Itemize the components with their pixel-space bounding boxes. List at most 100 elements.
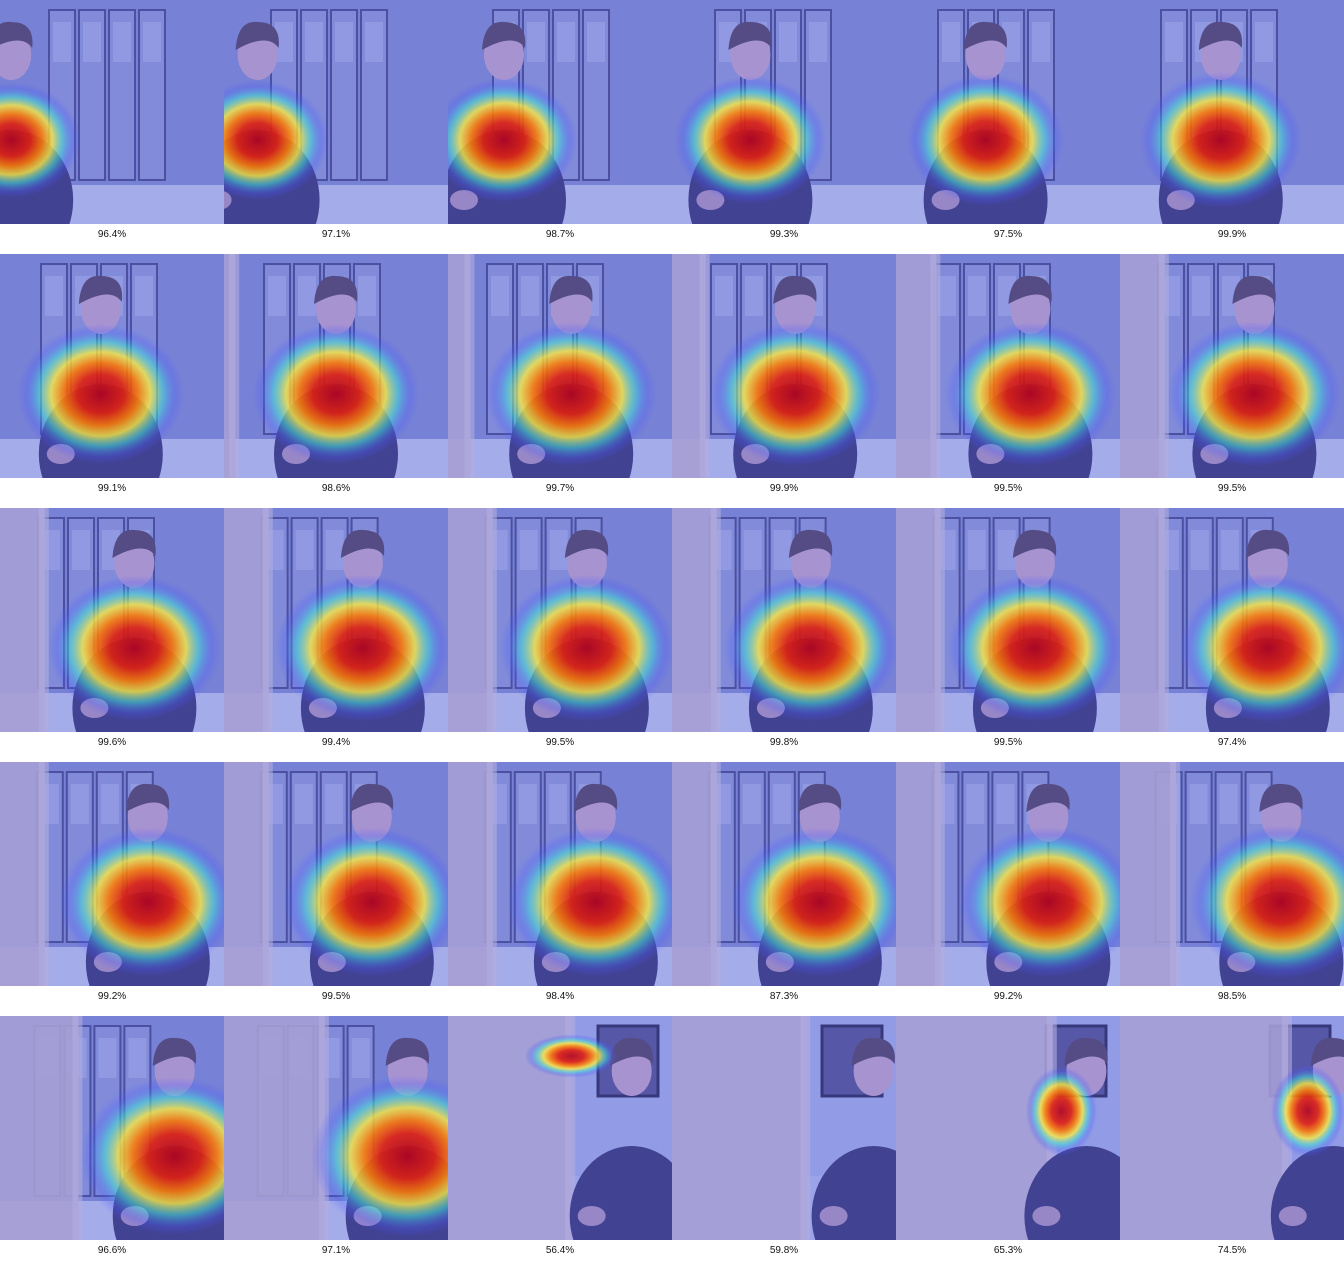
heatmap-overlay-image <box>896 0 1120 224</box>
heatmap-frame <box>448 762 672 986</box>
confidence-caption: 99.5% <box>993 483 1023 494</box>
heatmap-overlay-image <box>896 1016 1120 1240</box>
confidence-caption: 97.4% <box>1217 737 1247 748</box>
grid-cell: 98.5% <box>1120 762 1344 1016</box>
heatmap-frame <box>224 508 448 732</box>
heatmap-frame <box>224 0 448 224</box>
heatmap-frame <box>672 1016 896 1240</box>
heatmap-frame <box>896 508 1120 732</box>
grid-cell: 96.4% <box>0 0 224 254</box>
heatmap-overlay-image <box>672 0 896 224</box>
grid-cell: 65.3% <box>896 1016 1120 1270</box>
heatmap-overlay-image <box>224 1016 448 1240</box>
grid-cell: 99.9% <box>1120 0 1344 254</box>
confidence-caption: 99.2% <box>97 991 127 1002</box>
grid-cell: 98.6% <box>224 254 448 508</box>
grid-cell: 99.9% <box>672 254 896 508</box>
heatmap-overlay-image <box>896 762 1120 986</box>
heatmap-overlay-image <box>896 254 1120 478</box>
heatmap-frame <box>896 254 1120 478</box>
grid-cell: 99.3% <box>672 0 896 254</box>
heatmap-frame <box>672 762 896 986</box>
heatmap-frame <box>448 508 672 732</box>
grid-cell: 97.5% <box>896 0 1120 254</box>
heatmap-frame <box>224 254 448 478</box>
grid-cell: 99.7% <box>448 254 672 508</box>
grid-cell: 98.7% <box>448 0 672 254</box>
confidence-caption: 99.7% <box>545 483 575 494</box>
heatmap-overlay-image <box>672 1016 896 1240</box>
heatmap-frame <box>0 1016 224 1240</box>
grid-cell: 99.8% <box>672 508 896 762</box>
heatmap-overlay-image <box>0 762 224 986</box>
confidence-caption: 99.9% <box>769 483 799 494</box>
confidence-caption: 99.6% <box>97 737 127 748</box>
heatmap-overlay-image <box>448 508 672 732</box>
heatmap-frame <box>0 762 224 986</box>
grid-cell: 59.8% <box>672 1016 896 1270</box>
confidence-caption: 99.9% <box>1217 229 1247 240</box>
confidence-caption: 97.5% <box>993 229 1023 240</box>
heatmap-overlay-image <box>0 254 224 478</box>
confidence-caption: 99.5% <box>993 737 1023 748</box>
confidence-caption: 98.6% <box>321 483 351 494</box>
heatmap-frame <box>672 508 896 732</box>
heatmap-frame <box>0 254 224 478</box>
confidence-caption: 87.3% <box>769 991 799 1002</box>
heatmap-overlay-image <box>448 254 672 478</box>
heatmap-overlay-image <box>0 508 224 732</box>
confidence-caption: 99.8% <box>769 737 799 748</box>
confidence-caption: 99.5% <box>321 991 351 1002</box>
heatmap-overlay-image <box>224 508 448 732</box>
heatmap-frame <box>1120 762 1344 986</box>
heatmap-overlay-image <box>0 1016 224 1240</box>
heatmap-overlay-image <box>0 0 224 224</box>
grid-cell: 99.5% <box>1120 254 1344 508</box>
grid-cell: 96.6% <box>0 1016 224 1270</box>
heatmap-frame <box>896 0 1120 224</box>
confidence-caption: 98.5% <box>1217 991 1247 1002</box>
grid-cell: 99.2% <box>0 762 224 1016</box>
confidence-caption: 98.7% <box>545 229 575 240</box>
heatmap-frame <box>224 762 448 986</box>
confidence-caption: 97.1% <box>321 1245 351 1256</box>
heatmap-overlay-image <box>672 254 896 478</box>
heatmap-overlay-image <box>448 0 672 224</box>
heatmap-frame <box>1120 0 1344 224</box>
heatmap-overlay-image <box>1120 1016 1344 1240</box>
grid-cell: 87.3% <box>672 762 896 1016</box>
confidence-caption: 98.4% <box>545 991 575 1002</box>
confidence-caption: 74.5% <box>1217 1245 1247 1256</box>
grid-cell: 99.6% <box>0 508 224 762</box>
heatmap-frame <box>1120 508 1344 732</box>
heatmap-frame <box>448 254 672 478</box>
heatmap-overlay-image <box>224 0 448 224</box>
confidence-caption: 99.1% <box>97 483 127 494</box>
heatmap-frame <box>448 0 672 224</box>
heatmap-frame <box>672 254 896 478</box>
confidence-caption: 99.5% <box>1217 483 1247 494</box>
heatmap-frame <box>896 762 1120 986</box>
grid-cell: 98.4% <box>448 762 672 1016</box>
confidence-caption: 56.4% <box>545 1245 575 1256</box>
confidence-caption: 99.5% <box>545 737 575 748</box>
grid-cell: 97.4% <box>1120 508 1344 762</box>
heatmap-overlay-image <box>672 762 896 986</box>
heatmap-overlay-image <box>1120 762 1344 986</box>
heatmap-frame <box>896 1016 1120 1240</box>
heatmap-frame <box>448 1016 672 1240</box>
confidence-caption: 99.2% <box>993 991 1023 1002</box>
confidence-caption: 96.4% <box>97 229 127 240</box>
grid-cell: 56.4% <box>448 1016 672 1270</box>
heatmap-overlay-image <box>1120 0 1344 224</box>
heatmap-overlay-image <box>896 508 1120 732</box>
confidence-caption: 99.4% <box>321 737 351 748</box>
heatmap-frame <box>1120 1016 1344 1240</box>
heatmap-frame <box>0 0 224 224</box>
grid-cell: 99.5% <box>448 508 672 762</box>
heatmap-overlay-image <box>1120 254 1344 478</box>
heatmap-overlay-image <box>1120 508 1344 732</box>
heatmap-frame <box>672 0 896 224</box>
heatmap-overlay-image <box>672 508 896 732</box>
